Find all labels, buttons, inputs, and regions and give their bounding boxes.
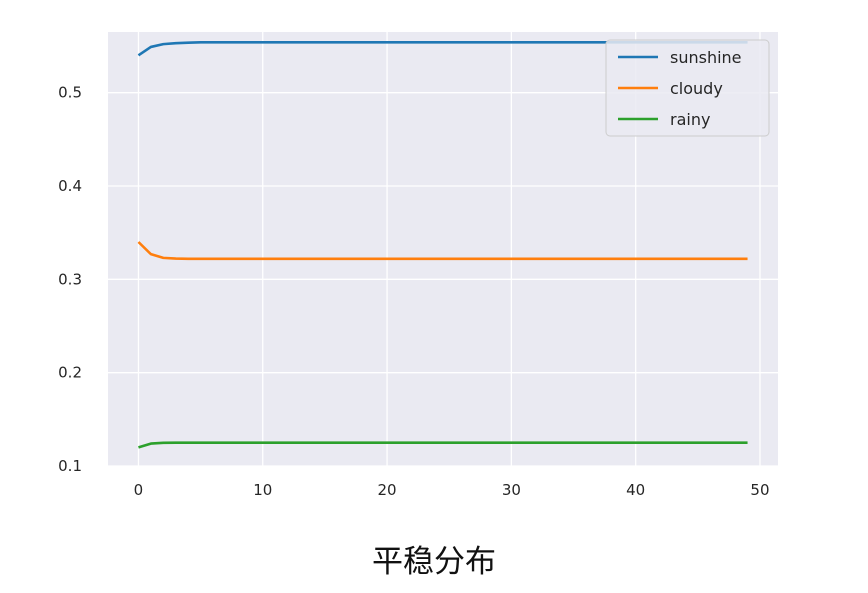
y-axis-ticks: 0.1 0.2 0.3 0.4 0.5 <box>58 84 82 475</box>
x-tick-label: 50 <box>750 481 769 499</box>
series-line-rainy <box>138 441 748 449</box>
series-line-cloudy <box>137 241 748 261</box>
y-tick-label: 0.4 <box>58 177 82 195</box>
x-axis-ticks: 0 10 20 30 40 50 <box>134 481 770 499</box>
legend-label-rainy: rainy <box>670 110 710 129</box>
x-tick-label: 30 <box>502 481 521 499</box>
legend-box <box>605 39 770 137</box>
y-tick-label: 0.2 <box>58 364 82 382</box>
x-tick-label: 10 <box>253 481 272 499</box>
legend: sunshine cloudy rainy <box>605 39 770 137</box>
legend-label-sunshine: sunshine <box>670 48 742 67</box>
y-tick-label: 0.5 <box>58 84 82 102</box>
x-tick-label: 40 <box>626 481 645 499</box>
x-tick-label: 0 <box>134 481 144 499</box>
y-tick-label: 0.1 <box>58 457 82 475</box>
x-tick-label: 20 <box>378 481 397 499</box>
legend-label-cloudy: cloudy <box>670 79 723 98</box>
y-tick-label: 0.3 <box>58 270 82 288</box>
figure-caption: 平稳分布 <box>372 544 496 580</box>
